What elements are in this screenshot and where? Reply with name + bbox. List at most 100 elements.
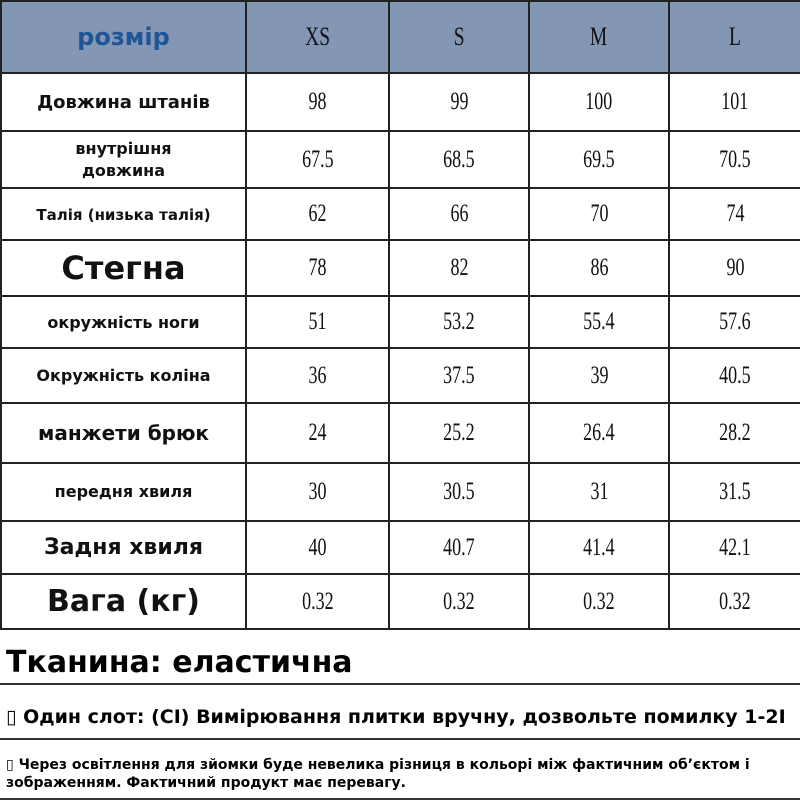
value-cell: 25.2 xyxy=(388,402,530,464)
value: 30.5 xyxy=(443,478,475,505)
table-row: передня хвиля 30 30.5 31 31.5 xyxy=(0,462,800,522)
value: 86 xyxy=(590,254,608,281)
row-label-cell: манжети брюк xyxy=(0,402,247,464)
value: 40 xyxy=(308,533,327,561)
header-row: розмір XS S M L xyxy=(0,0,800,74)
row-label-cell: Задня хвиля xyxy=(0,520,247,575)
row-label: Окружність коліна xyxy=(36,366,211,385)
value: 25.2 xyxy=(443,419,475,446)
value-cell: 31 xyxy=(528,462,670,522)
row-label: передня хвиля xyxy=(54,482,193,501)
row-label-cell: Талія (низька талія) xyxy=(0,187,247,241)
value: 74 xyxy=(726,200,744,227)
measurement-note: ▯ Один слот: (CI) Вимірювання плитки вру… xyxy=(0,685,800,740)
value-cell: 78 xyxy=(245,239,390,297)
value-cell: 69.5 xyxy=(528,130,670,189)
row-label-cell: Вага (кг) xyxy=(0,573,247,630)
value-cell: 68.5 xyxy=(388,130,530,189)
value-cell: 62 xyxy=(245,187,390,241)
value: 100 xyxy=(585,88,613,115)
value: 68.5 xyxy=(443,145,475,173)
size-l: L xyxy=(729,22,741,51)
size-m: M xyxy=(590,22,608,51)
size-header-xs: XS xyxy=(245,0,390,74)
size-header-l: L xyxy=(668,0,800,74)
value: 69.5 xyxy=(583,145,615,173)
size-header-m: M xyxy=(528,0,670,74)
size-header-s: S xyxy=(388,0,530,74)
row-label: Талія (низька талія) xyxy=(36,205,211,224)
value: 31 xyxy=(590,478,608,505)
value: 70 xyxy=(590,200,608,227)
value: 39 xyxy=(590,361,608,389)
value-cell: 100 xyxy=(528,72,670,132)
value-cell: 67.5 xyxy=(245,130,390,189)
value-cell: 39 xyxy=(528,347,670,404)
fabric-note: Тканина: еластична xyxy=(0,628,800,685)
row-label-cell: внутрішня довжина xyxy=(0,130,247,189)
value-cell: 86 xyxy=(528,239,670,297)
value-cell: 98 xyxy=(245,72,390,132)
table-row: манжети брюк 24 25.2 26.4 28.2 xyxy=(0,402,800,464)
value: 31.5 xyxy=(719,478,751,505)
size-label-text: розмір xyxy=(77,23,170,51)
value: 82 xyxy=(450,254,468,281)
value: 40.7 xyxy=(443,533,475,561)
value: 36 xyxy=(308,361,327,389)
value-cell: 41.4 xyxy=(528,520,670,575)
value: 62 xyxy=(308,200,327,227)
value: 66 xyxy=(450,200,468,227)
table-row: окружність ноги 51 53.2 55.4 57.6 xyxy=(0,295,800,349)
value: 51 xyxy=(308,308,327,335)
value-cell: 42.1 xyxy=(668,520,800,575)
table-row: внутрішня довжина 67.5 68.5 69.5 70.5 xyxy=(0,130,800,189)
size-xs: XS xyxy=(305,22,330,51)
size-s: S xyxy=(453,22,465,51)
value: 53.2 xyxy=(443,308,475,335)
value-cell: 37.5 xyxy=(388,347,530,404)
size-chart-table: розмір XS S M L Довжина штанів 98 99 100 101… xyxy=(0,0,800,630)
value: 67.5 xyxy=(301,145,334,173)
value-cell: 55.4 xyxy=(528,295,670,349)
value: 0.32 xyxy=(719,587,751,615)
value-cell: 0.32 xyxy=(528,573,670,630)
value: 98 xyxy=(308,88,327,115)
value: 0.32 xyxy=(583,587,615,615)
row-label-cell: окружність ноги xyxy=(0,295,247,349)
value-cell: 36 xyxy=(245,347,390,404)
value-cell: 70.5 xyxy=(668,130,800,189)
value: 99 xyxy=(450,88,468,115)
value-cell: 0.32 xyxy=(668,573,800,630)
value-cell: 24 xyxy=(245,402,390,464)
value: 40.5 xyxy=(719,361,751,389)
row-label: манжети брюк xyxy=(38,421,209,445)
value: 26.4 xyxy=(583,419,615,446)
size-header-label: розмір xyxy=(0,0,247,74)
value-cell: 90 xyxy=(668,239,800,297)
value: 0.32 xyxy=(443,587,475,615)
value: 41.4 xyxy=(583,533,615,561)
value-cell: 57.6 xyxy=(668,295,800,349)
value: 90 xyxy=(726,254,744,281)
value-cell: 82 xyxy=(388,239,530,297)
value-cell: 66 xyxy=(388,187,530,241)
color-disclaimer: ▯ Через освітлення для зйомки буде невел… xyxy=(0,740,800,800)
value: 30 xyxy=(308,478,327,505)
table-row: Задня хвиля 40 40.7 41.4 42.1 xyxy=(0,520,800,575)
value-cell: 101 xyxy=(668,72,800,132)
value: 57.6 xyxy=(719,308,751,335)
value: 78 xyxy=(308,254,327,281)
value-cell: 30.5 xyxy=(388,462,530,522)
value-cell: 30 xyxy=(245,462,390,522)
row-label-cell: Стегна xyxy=(0,239,247,297)
value: 101 xyxy=(721,88,749,115)
value-cell: 40.5 xyxy=(668,347,800,404)
value-cell: 70 xyxy=(528,187,670,241)
value: 55.4 xyxy=(583,308,615,335)
value: 42.1 xyxy=(719,533,751,561)
value-cell: 51 xyxy=(245,295,390,349)
value: 28.2 xyxy=(719,419,751,446)
value-cell: 99 xyxy=(388,72,530,132)
value-cell: 0.32 xyxy=(388,573,530,630)
row-label: Довжина штанів xyxy=(37,91,210,113)
